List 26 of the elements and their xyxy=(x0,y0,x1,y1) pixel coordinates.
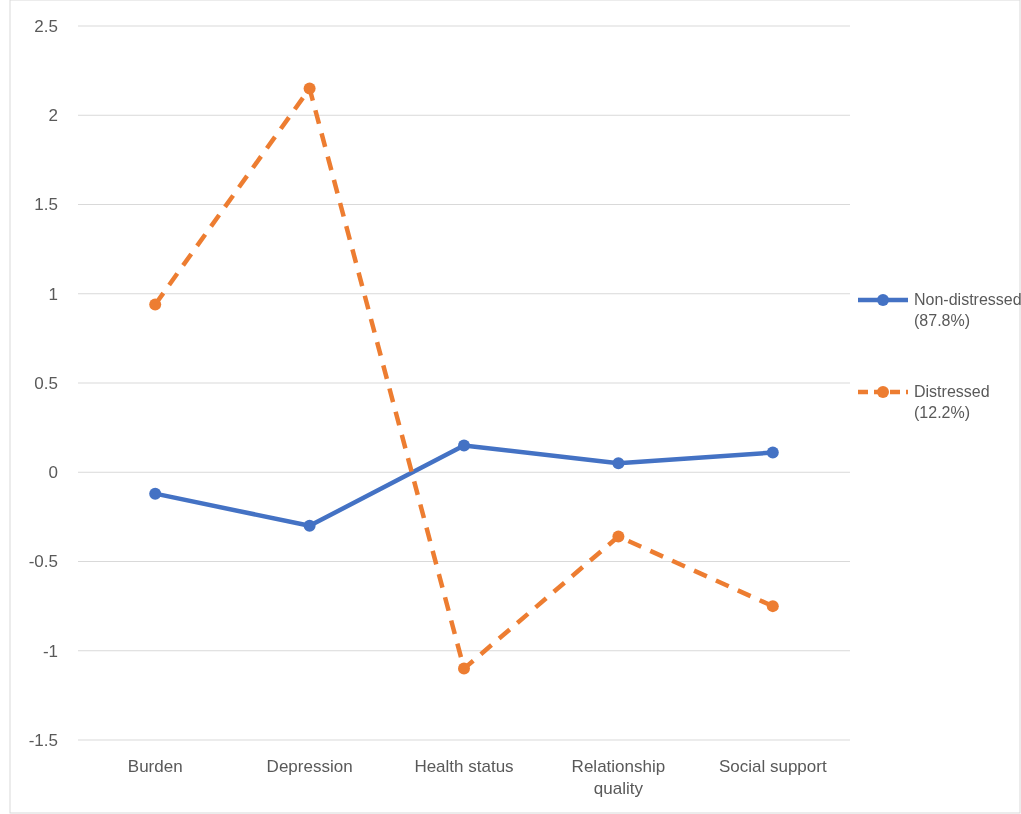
x-tick-label: Burden xyxy=(127,757,183,777)
y-tick-label: -0.5 xyxy=(28,552,58,572)
point xyxy=(458,662,470,675)
x-tick-label: Health status xyxy=(414,757,514,777)
y-tick-label: -1 xyxy=(42,641,58,661)
x-tick-label: Depression xyxy=(266,757,353,777)
y-tick-label: 1 xyxy=(48,284,58,304)
point xyxy=(458,439,470,452)
point xyxy=(303,519,316,532)
y-tick-label: 2 xyxy=(48,106,58,126)
point xyxy=(766,446,779,459)
point xyxy=(612,530,625,543)
y-tick-label: -1.5 xyxy=(28,730,58,750)
point xyxy=(612,457,625,470)
legend-label: Distressed (12.2%) xyxy=(914,383,990,421)
point xyxy=(149,487,162,500)
legend-label: Non-distressed (87.8%) xyxy=(914,291,1021,329)
y-tick-label: 0 xyxy=(48,463,58,483)
x-tick-label: Relationship quality xyxy=(571,757,666,799)
point xyxy=(766,600,779,613)
y-tick-label: 2.5 xyxy=(34,16,58,36)
point xyxy=(303,82,316,95)
point xyxy=(149,298,162,311)
y-tick-label: 0.5 xyxy=(34,373,58,393)
x-tick-label: Social support xyxy=(718,757,827,777)
y-tick-label: 1.5 xyxy=(34,195,58,215)
